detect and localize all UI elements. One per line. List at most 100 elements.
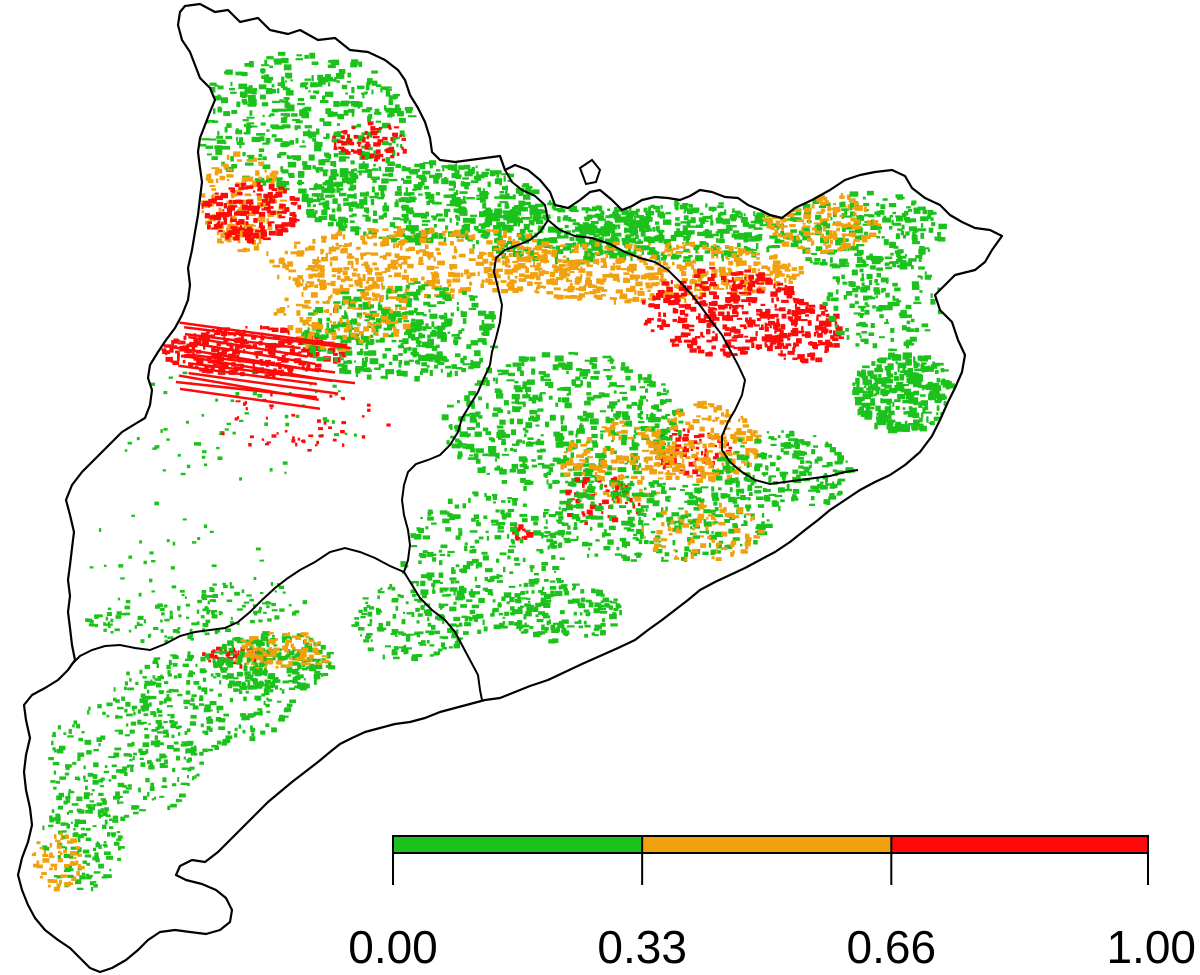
raster-patch bbox=[706, 270, 709, 276]
raster-patch bbox=[447, 404, 454, 408]
raster-patch bbox=[235, 128, 239, 132]
raster-patch bbox=[876, 202, 880, 207]
raster-patch bbox=[701, 281, 709, 284]
raster-patch bbox=[616, 385, 625, 388]
raster-patch bbox=[729, 285, 732, 290]
raster-patch bbox=[525, 251, 530, 255]
raster-patch bbox=[797, 298, 804, 305]
raster-patch bbox=[516, 439, 523, 443]
raster-patch bbox=[510, 249, 514, 252]
raster-patch bbox=[827, 212, 832, 218]
raster-patch bbox=[407, 115, 417, 118]
raster-patch bbox=[537, 462, 545, 465]
raster-patch bbox=[788, 316, 793, 321]
raster-patch bbox=[462, 363, 471, 366]
raster-patch bbox=[819, 218, 826, 222]
raster-patch bbox=[241, 182, 247, 186]
raster-patch bbox=[710, 220, 714, 226]
raster-patch bbox=[606, 375, 612, 381]
raster-patch bbox=[243, 132, 251, 135]
raster-patch bbox=[382, 141, 389, 145]
raster-patch bbox=[283, 183, 287, 188]
raster-patch bbox=[232, 228, 240, 234]
raster-patch bbox=[305, 247, 309, 251]
raster-patch bbox=[333, 146, 338, 150]
raster-patch bbox=[597, 480, 602, 483]
raster-patch bbox=[195, 126, 198, 132]
raster-patch bbox=[512, 287, 519, 294]
raster-patch bbox=[817, 332, 823, 338]
raster-patch bbox=[671, 433, 678, 436]
raster-patch bbox=[674, 335, 682, 342]
raster-patch bbox=[431, 273, 440, 279]
raster-patch bbox=[554, 258, 559, 264]
raster-patch bbox=[686, 324, 695, 328]
raster-patch bbox=[345, 287, 350, 291]
raster-patch bbox=[497, 369, 503, 373]
raster-patch bbox=[431, 321, 435, 327]
raster-patch bbox=[350, 169, 355, 174]
raster-patch bbox=[212, 193, 215, 198]
raster-patch bbox=[655, 282, 660, 285]
raster-patch bbox=[528, 247, 532, 251]
raster-patch bbox=[429, 341, 434, 346]
raster-patch bbox=[493, 271, 499, 276]
raster-patch bbox=[706, 220, 709, 223]
raster-patch bbox=[677, 320, 685, 324]
raster-patch bbox=[315, 183, 318, 188]
raster-patch bbox=[592, 248, 599, 251]
raster-patch bbox=[828, 249, 834, 253]
raster-patch bbox=[796, 219, 804, 223]
raster-patch bbox=[405, 328, 411, 334]
raster-patch bbox=[483, 329, 490, 335]
raster-patch bbox=[574, 352, 578, 356]
raster-patch bbox=[789, 224, 796, 228]
raster-patch bbox=[615, 455, 623, 461]
raster-patch bbox=[512, 241, 519, 245]
raster-patch bbox=[531, 368, 536, 375]
raster-patch bbox=[821, 311, 825, 316]
raster-patch bbox=[235, 234, 240, 240]
raster-patch bbox=[361, 145, 366, 149]
raster-patch bbox=[641, 437, 650, 441]
raster-patch bbox=[595, 252, 600, 255]
raster-patch bbox=[414, 307, 418, 311]
raster-patch bbox=[829, 230, 833, 234]
raster-patch bbox=[763, 217, 769, 222]
raster-patch bbox=[855, 202, 859, 208]
raster-patch bbox=[653, 205, 660, 210]
raster-patch bbox=[658, 312, 661, 317]
raster-patch bbox=[238, 83, 248, 89]
raster-patch bbox=[601, 278, 606, 283]
raster-patch bbox=[600, 455, 607, 458]
raster-patch bbox=[591, 363, 595, 369]
raster-patch bbox=[814, 325, 823, 331]
raster-patch bbox=[748, 265, 752, 271]
raster-patch bbox=[420, 229, 427, 236]
raster-patch bbox=[387, 161, 395, 166]
raster-patch bbox=[675, 437, 681, 442]
raster-patch bbox=[376, 276, 384, 282]
raster-patch bbox=[371, 327, 376, 333]
raster-patch bbox=[392, 266, 398, 270]
raster-patch bbox=[849, 191, 859, 197]
raster-patch bbox=[408, 310, 418, 314]
raster-patch bbox=[863, 202, 870, 207]
raster-patch bbox=[421, 180, 425, 186]
raster-patch bbox=[776, 318, 780, 324]
raster-patch bbox=[774, 335, 780, 339]
raster-patch bbox=[748, 274, 754, 280]
raster-patch bbox=[339, 102, 349, 107]
raster-patch bbox=[823, 236, 830, 240]
raster-patch bbox=[342, 334, 348, 340]
raster-patch bbox=[362, 93, 365, 99]
raster-patch bbox=[671, 343, 680, 347]
raster-patch bbox=[321, 159, 330, 163]
raster-patch bbox=[499, 469, 507, 475]
raster-patch bbox=[497, 215, 505, 219]
raster-patch bbox=[275, 227, 278, 231]
raster-patch bbox=[387, 124, 392, 129]
raster-patch bbox=[258, 239, 262, 244]
raster-patch bbox=[243, 210, 250, 215]
raster-patch bbox=[553, 294, 559, 299]
